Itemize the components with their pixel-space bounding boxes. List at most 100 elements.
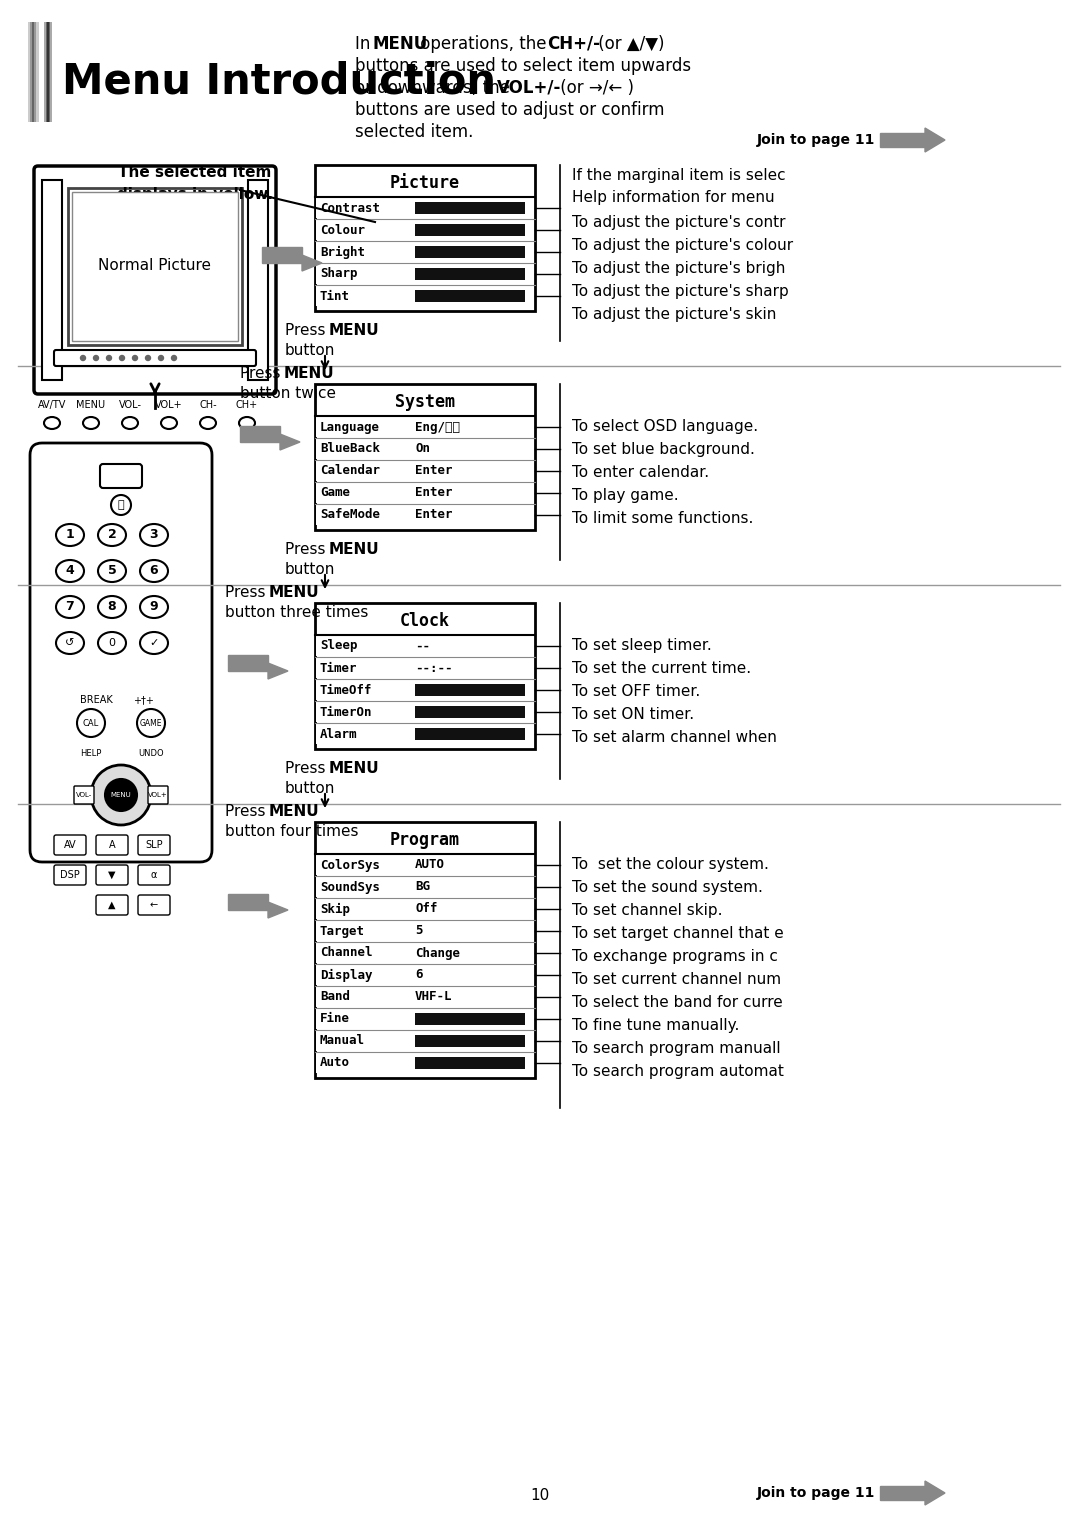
FancyBboxPatch shape xyxy=(75,786,94,805)
Text: buttons are used to select item upwards: buttons are used to select item upwards xyxy=(355,56,691,75)
Text: To fine tune manually.: To fine tune manually. xyxy=(572,1019,740,1032)
Text: ↺: ↺ xyxy=(65,638,75,647)
Text: Colour: Colour xyxy=(320,223,365,237)
Text: A: A xyxy=(109,840,116,851)
Bar xyxy=(316,855,534,875)
FancyBboxPatch shape xyxy=(148,786,168,805)
Text: buttons are used to adjust or confirm: buttons are used to adjust or confirm xyxy=(355,101,664,119)
Text: Channel: Channel xyxy=(320,947,373,959)
Text: selected item.: selected item. xyxy=(355,124,473,140)
Bar xyxy=(316,724,534,744)
Text: Press: Press xyxy=(225,805,270,818)
Bar xyxy=(316,986,534,1006)
Text: Press: Press xyxy=(225,585,270,600)
Text: To set OFF timer.: To set OFF timer. xyxy=(572,684,700,699)
Bar xyxy=(316,921,534,941)
Ellipse shape xyxy=(98,560,126,582)
Text: GAME: GAME xyxy=(139,719,162,727)
Text: 10: 10 xyxy=(530,1487,550,1503)
Text: ▲: ▲ xyxy=(108,899,116,910)
Text: To limit some functions.: To limit some functions. xyxy=(572,512,754,525)
Text: 7: 7 xyxy=(66,600,75,614)
Text: To set target channel that e: To set target channel that e xyxy=(572,925,784,941)
Text: To set alarm channel when: To set alarm channel when xyxy=(572,730,777,745)
Bar xyxy=(72,192,238,341)
Bar xyxy=(316,505,534,525)
Bar xyxy=(415,269,525,279)
Text: On: On xyxy=(415,443,430,455)
Text: Calendar: Calendar xyxy=(320,464,380,478)
Circle shape xyxy=(172,356,176,360)
Text: Press: Press xyxy=(240,366,285,382)
Text: To enter calendar.: To enter calendar. xyxy=(572,466,710,479)
Bar xyxy=(316,876,534,896)
Text: Target: Target xyxy=(320,924,365,938)
Bar xyxy=(316,461,534,481)
Text: MENU: MENU xyxy=(373,35,429,53)
Bar xyxy=(45,21,48,122)
Bar xyxy=(316,702,534,722)
Text: Sleep: Sleep xyxy=(320,640,357,652)
Bar xyxy=(315,165,535,312)
Text: DSP: DSP xyxy=(60,870,80,880)
Text: ⏻: ⏻ xyxy=(118,499,124,510)
Bar xyxy=(316,286,534,305)
Circle shape xyxy=(111,495,131,515)
Bar xyxy=(415,1057,525,1069)
Text: Off: Off xyxy=(415,902,437,916)
Ellipse shape xyxy=(56,560,84,582)
Bar xyxy=(316,438,534,460)
Text: 3: 3 xyxy=(150,528,159,542)
Bar xyxy=(50,21,52,122)
Circle shape xyxy=(137,709,165,738)
Text: Manual: Manual xyxy=(320,1034,365,1048)
Bar xyxy=(415,1035,525,1048)
Bar xyxy=(44,21,46,122)
Text: Band: Band xyxy=(320,991,350,1003)
Text: To search program manuall: To search program manuall xyxy=(572,1041,781,1057)
Text: TimeOff: TimeOff xyxy=(320,684,373,696)
Text: To  set the colour system.: To set the colour system. xyxy=(572,857,769,872)
Text: Auto: Auto xyxy=(320,1057,350,1069)
Bar xyxy=(240,426,280,441)
Text: MENU: MENU xyxy=(284,366,335,382)
Text: In: In xyxy=(355,35,376,53)
FancyBboxPatch shape xyxy=(96,864,129,886)
FancyBboxPatch shape xyxy=(30,443,212,863)
Bar xyxy=(315,383,535,530)
Text: Display: Display xyxy=(320,968,373,982)
Text: button four times: button four times xyxy=(225,825,359,838)
Ellipse shape xyxy=(122,417,138,429)
Text: Press: Press xyxy=(285,324,330,337)
Ellipse shape xyxy=(56,632,84,654)
FancyBboxPatch shape xyxy=(54,864,86,886)
Text: UNDO: UNDO xyxy=(138,748,164,757)
Bar xyxy=(36,21,39,122)
Text: CH+/-: CH+/- xyxy=(546,35,600,53)
FancyBboxPatch shape xyxy=(96,835,129,855)
Text: Bright: Bright xyxy=(320,246,365,258)
Text: MENU: MENU xyxy=(329,324,380,337)
Text: CH-: CH- xyxy=(199,400,217,411)
Bar xyxy=(33,21,37,122)
Bar xyxy=(415,290,525,302)
Text: VHF-L: VHF-L xyxy=(415,991,453,1003)
Text: BG: BG xyxy=(415,881,430,893)
Text: --: -- xyxy=(415,640,430,652)
Text: To adjust the picture's sharp: To adjust the picture's sharp xyxy=(572,284,788,299)
Polygon shape xyxy=(924,128,945,153)
Text: 6: 6 xyxy=(150,565,159,577)
Ellipse shape xyxy=(98,596,126,618)
Bar xyxy=(32,21,35,122)
Text: To set current channel num: To set current channel num xyxy=(572,973,781,986)
Text: SLP: SLP xyxy=(145,840,163,851)
Text: To adjust the picture's colour: To adjust the picture's colour xyxy=(572,238,793,253)
Ellipse shape xyxy=(140,560,168,582)
Bar xyxy=(316,264,534,284)
Text: button twice: button twice xyxy=(240,386,336,402)
Bar xyxy=(316,944,534,964)
Text: BlueBack: BlueBack xyxy=(320,443,380,455)
Bar xyxy=(316,658,534,678)
Circle shape xyxy=(94,356,98,360)
Text: The selected item: The selected item xyxy=(119,165,272,180)
